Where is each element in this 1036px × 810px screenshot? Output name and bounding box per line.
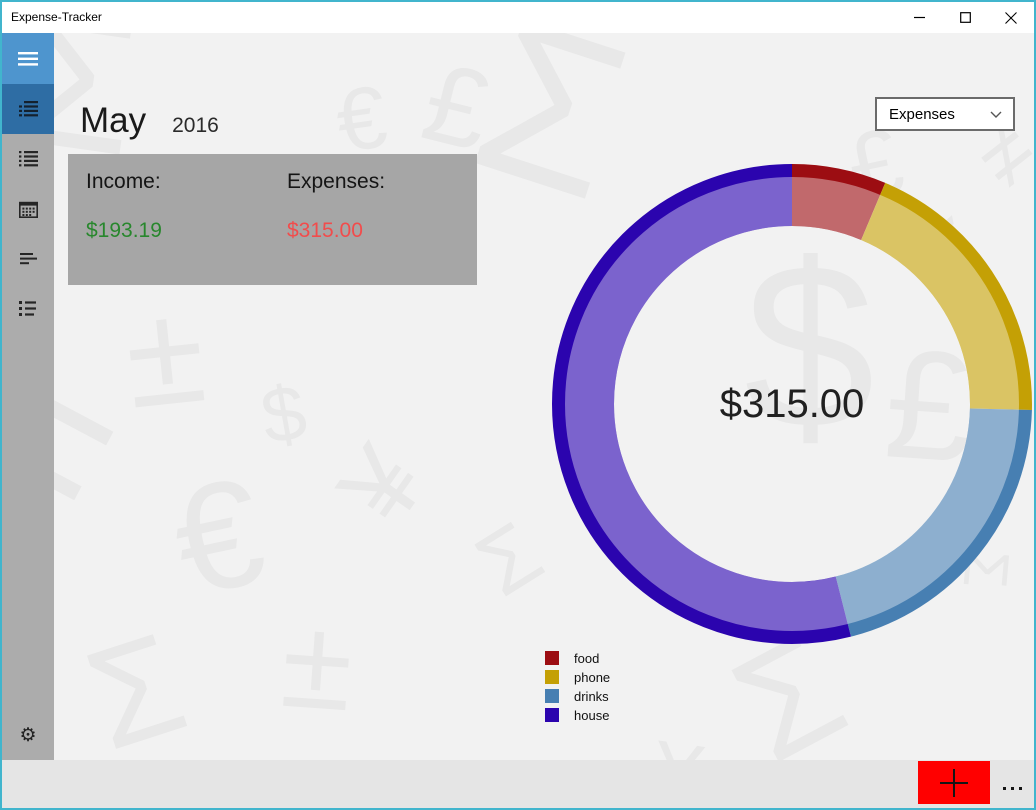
legend-item-phone: phone <box>545 669 611 685</box>
caption-buttons <box>896 2 1034 33</box>
more-button[interactable] <box>1001 785 1024 792</box>
legend-label: food <box>574 650 600 666</box>
watermark-glyph: Σ <box>69 602 203 760</box>
legend-swatch-phone <box>545 670 559 684</box>
legend-swatch-house <box>545 708 559 722</box>
legend-item-drinks: drinks <box>545 688 610 704</box>
dropdown-selected-value: Expenses <box>889 105 955 123</box>
sidebar-item-calendar[interactable] <box>2 184 54 234</box>
bulleted-list-icon <box>18 151 38 167</box>
legend-label: phone <box>574 669 611 685</box>
donut-segment-phone <box>552 164 1032 644</box>
donut-segment-house <box>552 164 1032 644</box>
watermark-glyph: ¥ <box>314 425 449 545</box>
maximize-icon <box>959 12 971 23</box>
watermark-glyph: € <box>159 445 278 629</box>
hamburger-button[interactable] <box>2 33 54 84</box>
minimize-icon <box>913 16 925 19</box>
sidebar-item-categories[interactable] <box>2 284 54 334</box>
window-title: Expense-Tracker <box>11 10 102 24</box>
year-label: 2016 <box>172 114 219 137</box>
minimize-button[interactable] <box>896 2 942 33</box>
legend-label: drinks <box>574 688 609 704</box>
sidebar-item-expense-list[interactable] <box>2 134 54 184</box>
close-button[interactable] <box>988 2 1034 33</box>
donut-inner-highlight <box>565 177 1019 631</box>
gear-icon: ⚙ <box>19 724 37 746</box>
watermark-glyph: $ <box>254 366 313 462</box>
content-area: Σ€£Σ£≠$£¥±₣$¥€±ΣΣΣ¥Σ May 2016 Income: $1… <box>54 33 1034 760</box>
page-title: May 2016 <box>80 101 219 141</box>
add-expense-button[interactable] <box>918 761 990 804</box>
close-icon <box>1005 11 1017 24</box>
legend-label: house <box>574 707 610 723</box>
expenses-value: $315.00 <box>287 219 363 242</box>
watermark-glyph: $ <box>744 214 875 477</box>
donut-svg <box>552 164 1032 644</box>
watermark-glyph: ± <box>277 590 358 739</box>
legend-item-house: house <box>545 707 610 723</box>
month-label: May <box>80 101 147 140</box>
more-dots-icon <box>1003 787 1006 790</box>
legend-item-food: food <box>545 650 610 666</box>
calendar-icon <box>18 201 38 218</box>
settings-button[interactable]: ⚙ <box>2 710 54 760</box>
chart-legend: food phone drinks house <box>545 650 611 723</box>
income-column: Income: $193.19 <box>86 170 162 243</box>
align-left-icon <box>20 253 37 265</box>
titlebar: Expense-Tracker <box>2 2 1034 33</box>
sidebar-item-notes[interactable] <box>2 234 54 284</box>
chevron-down-icon <box>990 111 1002 118</box>
chart-mode-dropdown[interactable]: Expenses <box>875 97 1015 131</box>
month-summary-card[interactable]: Income: $193.19 Expenses: $315.00 <box>68 154 477 285</box>
expenses-label: Expenses: <box>287 170 386 193</box>
watermark-glyph: € <box>330 66 393 171</box>
watermark-glyph: Σ <box>459 502 559 615</box>
maximize-button[interactable] <box>942 2 988 33</box>
income-value: $193.19 <box>86 219 162 242</box>
plus-icon <box>940 768 968 797</box>
sidebar-item-summary[interactable] <box>2 84 54 134</box>
summary-list-icon <box>18 101 38 117</box>
expenses-donut-chart: $315.00 <box>552 164 1032 644</box>
watermark-glyph: ¥ <box>648 723 708 760</box>
expenses-column: Expenses: $315.00 <box>287 170 385 243</box>
command-bar <box>2 760 1034 808</box>
hamburger-icon <box>18 51 38 66</box>
legend-swatch-food <box>545 651 559 665</box>
watermark-glyph: ₣ <box>54 342 141 599</box>
ordered-list-icon <box>19 301 36 316</box>
legend-swatch-drinks <box>545 689 559 703</box>
income-label: Income: <box>86 170 161 193</box>
sidebar: ⚙ <box>2 33 54 760</box>
